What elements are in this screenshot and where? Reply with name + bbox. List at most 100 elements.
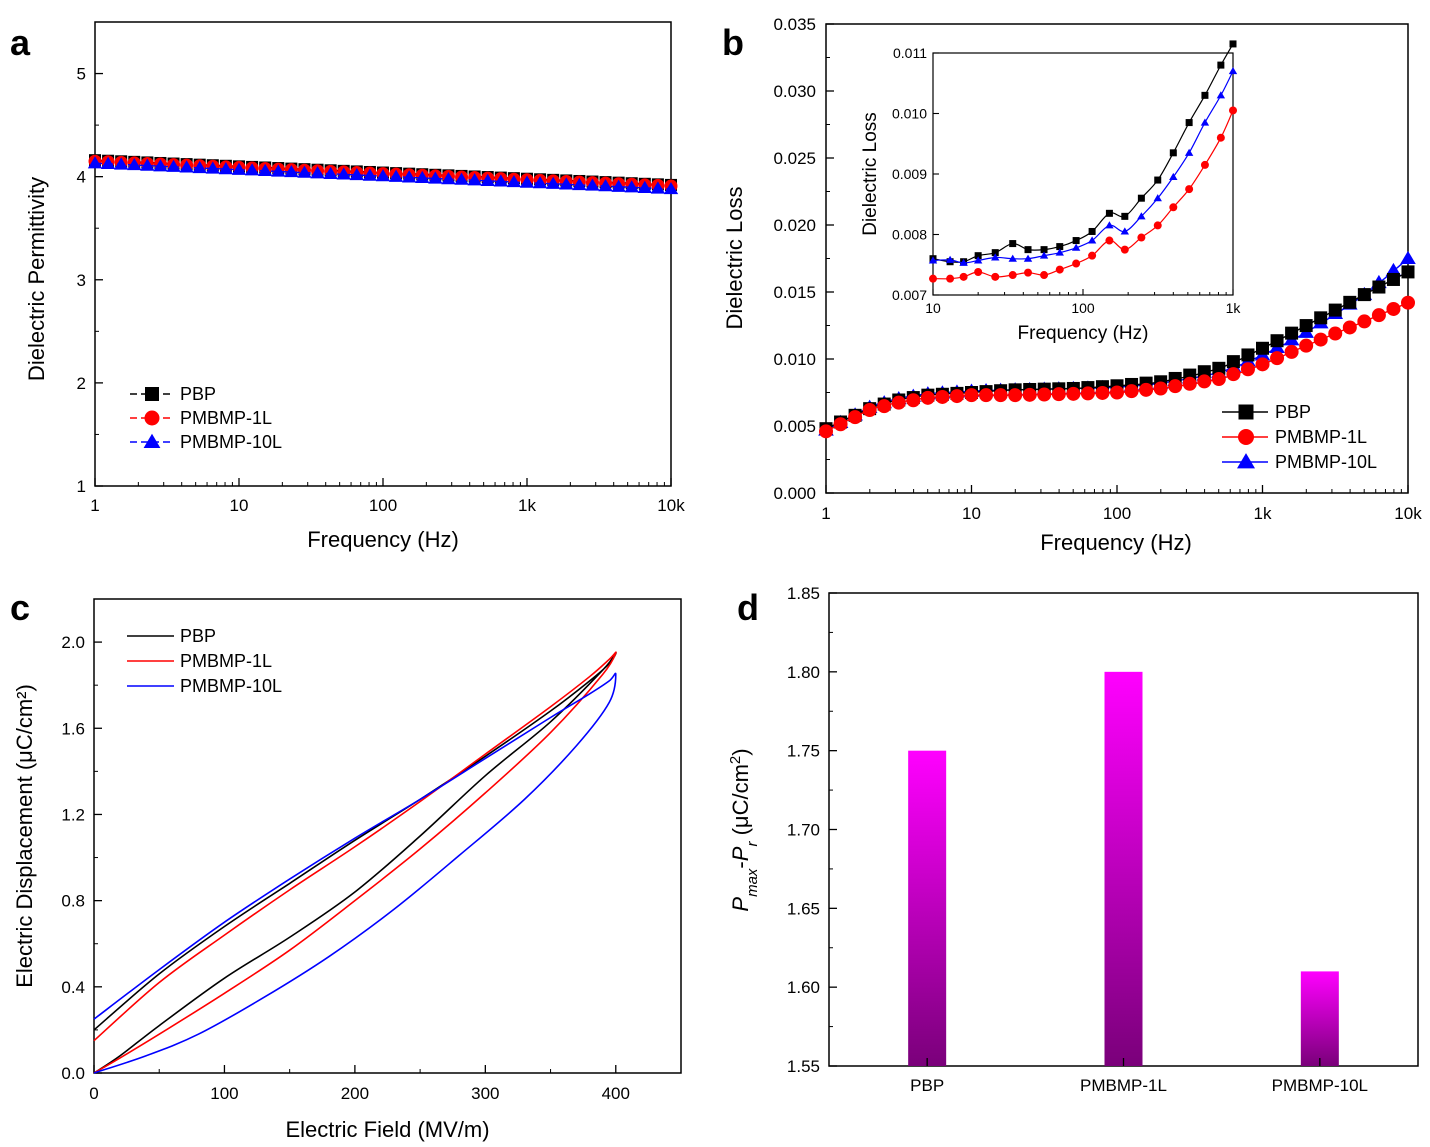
loop-PMBMP-10L (93, 672, 617, 1074)
data-point (388, 169, 404, 182)
inset-data-point (1072, 259, 1081, 268)
data-point (467, 173, 482, 186)
data-point (519, 175, 535, 188)
data-point (532, 176, 548, 189)
inset-data-point (1072, 237, 1080, 245)
data-point (1037, 387, 1052, 402)
inset-x-axis-label: Frequency (Hz) (1018, 323, 1149, 344)
inset-data-point (1137, 233, 1146, 242)
x-tick-label: 400 (602, 1084, 630, 1103)
data-point (819, 424, 833, 439)
inset-data-point (1169, 172, 1178, 181)
panel-d-bar-chart: 1.55 1.60 1.65 1.70 1.75 1.80 1.85 PBP PMBMP-1L P… (727, 584, 1419, 1095)
inset-data-point (991, 253, 1000, 261)
data-point (480, 173, 495, 186)
inset-data-point (973, 256, 983, 264)
data-point (993, 388, 1008, 403)
x-axis-label: Electric Field (MV/m) (285, 1117, 489, 1142)
data-point (441, 172, 456, 185)
data-point (271, 164, 286, 177)
legend-label: PBP (180, 626, 216, 646)
panel-letter-b: b (722, 22, 744, 63)
panel-letter-c: c (10, 587, 30, 628)
x-tick-label: 200 (341, 1084, 369, 1103)
y-tick-label: 0.030 (773, 82, 816, 101)
data-point (1051, 387, 1066, 402)
x-tick-label: PBP (910, 1076, 944, 1095)
inset-data-point (928, 256, 938, 264)
data-point (1095, 385, 1110, 400)
data-point (1386, 272, 1400, 286)
data-point (140, 158, 155, 171)
inset-data-point (1087, 236, 1097, 244)
panel-c-hysteresis-chart: 0 100 200 300 400 0.0 0.4 0.8 1.2 1.6 2.0 Electric … (12, 598, 682, 1142)
inset-data-point (974, 252, 982, 260)
data-point (624, 180, 639, 193)
y-axis-label: Dielectric Loss (722, 186, 747, 329)
data-point (1299, 319, 1313, 333)
data-point (949, 389, 964, 404)
data-point (1385, 262, 1402, 277)
x-tick-label: 300 (471, 1084, 499, 1103)
data-point (964, 388, 979, 403)
inset-data-point (1153, 194, 1162, 202)
data-point (1139, 382, 1154, 397)
data-point (1182, 376, 1197, 391)
data-point (935, 389, 950, 404)
inset-data-point (991, 272, 1000, 281)
y-tick-label: 2 (77, 374, 86, 393)
inset-series-PMBMP-10L (928, 67, 1238, 266)
inset-data-point (1009, 240, 1017, 248)
inset-data-point (1088, 251, 1097, 260)
y-tick-label: 1.2 (61, 805, 85, 824)
y-tick-label: 1.6 (61, 719, 85, 738)
inset-data-point (1024, 268, 1033, 277)
inset-data-point (1040, 271, 1049, 280)
x-axis-label: Frequency (Hz) (1040, 530, 1192, 555)
data-point (1401, 295, 1415, 310)
data-point (1226, 355, 1240, 369)
data-point (113, 157, 129, 170)
data-point (1328, 303, 1342, 317)
data-point (1255, 357, 1270, 372)
data-point (1372, 280, 1386, 294)
data-point (559, 177, 574, 190)
x-tick-label: 1 (90, 496, 99, 515)
inset-data-point (1055, 265, 1064, 274)
legend-marker (143, 433, 161, 448)
data-point (848, 410, 863, 425)
legend-marker (1237, 453, 1255, 469)
data-point (257, 163, 273, 177)
inset-data-point (974, 268, 983, 277)
inset-data-point (1228, 67, 1238, 75)
data-point (920, 390, 935, 405)
inset-data-point (1105, 209, 1113, 217)
y-tick-label: 0.000 (773, 484, 816, 503)
data-point (1008, 388, 1023, 403)
inset-data-point (1216, 133, 1225, 142)
data-point (637, 180, 653, 193)
data-point (1124, 384, 1139, 399)
inset-data-point (991, 249, 999, 257)
inset-x-tick-label: 1k (1226, 300, 1242, 316)
legend-marker (144, 410, 160, 426)
inset-data-point (1154, 176, 1162, 184)
inset-data-point (1169, 149, 1177, 157)
legend-label: PBP (180, 384, 216, 404)
data-point (493, 174, 509, 187)
data-point (1211, 372, 1226, 387)
data-point (1226, 367, 1241, 382)
data-point (284, 164, 299, 178)
inset-data-point (1200, 160, 1209, 169)
y-tick-label: 0.005 (773, 417, 816, 436)
bar-PMBMP-10L (1300, 971, 1339, 1066)
bar-PBP (908, 750, 947, 1066)
inset-data-point (1008, 254, 1017, 262)
y-tick-label: 0.8 (61, 892, 85, 911)
data-point (585, 178, 600, 191)
legend-marker (145, 387, 159, 401)
y-tick-label: 4 (77, 168, 86, 187)
data-point (323, 166, 338, 179)
y-tick-label: 1.55 (787, 1057, 820, 1076)
y-tick-label: 0.020 (773, 216, 816, 235)
